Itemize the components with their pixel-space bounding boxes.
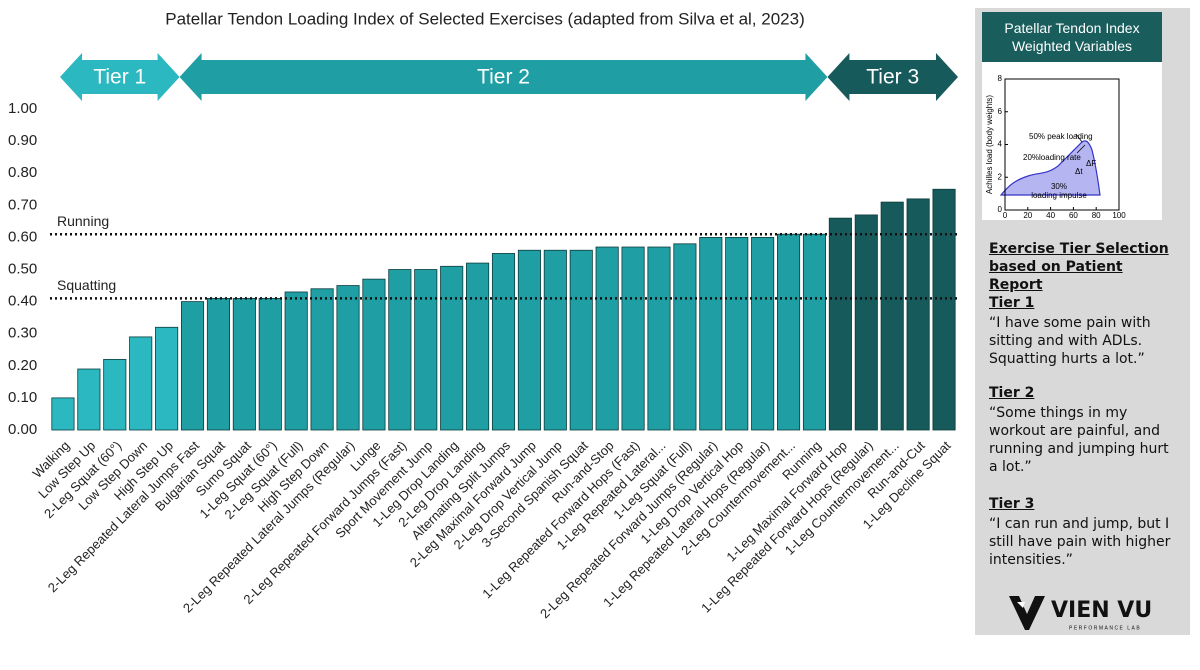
y-tick-label: 0.30 bbox=[8, 325, 37, 342]
inset-annotation: Δt bbox=[1075, 167, 1083, 176]
tier-label: Tier 3 bbox=[866, 66, 919, 89]
reference-label: Squatting bbox=[57, 277, 116, 293]
bar bbox=[517, 249, 541, 431]
bar bbox=[362, 278, 386, 431]
inset-x-tick-label: 0 bbox=[1003, 211, 1008, 220]
panel-title: Patellar Tendon Index Weighted Variables bbox=[982, 12, 1162, 62]
bar bbox=[751, 236, 775, 431]
logo-icon bbox=[1009, 596, 1045, 630]
bar bbox=[310, 288, 334, 431]
y-tick-label: 0.90 bbox=[8, 132, 37, 149]
bar bbox=[880, 201, 904, 431]
bar bbox=[284, 291, 308, 431]
bar bbox=[543, 249, 567, 431]
bar bbox=[129, 336, 153, 431]
tier-label: Tier 1 bbox=[93, 66, 146, 89]
tier-name: Tier 2 bbox=[989, 385, 1035, 401]
tier-arrow bbox=[60, 53, 180, 101]
y-tick-label: 0.60 bbox=[8, 228, 37, 245]
inset-x-tick-label: 60 bbox=[1069, 211, 1078, 220]
y-tick-label: 0.50 bbox=[8, 260, 37, 277]
logo: VIEN VU PERFORMANCE LAB bbox=[1009, 596, 1152, 631]
reference-label: Running bbox=[57, 213, 109, 229]
bar bbox=[206, 297, 230, 431]
inset-y-tick-label: 2 bbox=[998, 172, 1003, 181]
tier-name: Tier 3 bbox=[989, 496, 1035, 512]
inset-x-tick-label: 100 bbox=[1112, 211, 1126, 220]
tier-arrow bbox=[827, 53, 958, 101]
inset-y-tick-label: 8 bbox=[998, 74, 1003, 83]
bar bbox=[906, 198, 930, 431]
bar bbox=[802, 233, 827, 431]
tier-name: Tier 1 bbox=[989, 295, 1035, 311]
annotation-arrow bbox=[1075, 133, 1083, 143]
bar bbox=[51, 397, 75, 431]
bar bbox=[180, 301, 205, 431]
bar bbox=[621, 246, 645, 431]
logo-icon bbox=[1017, 602, 1025, 608]
tier-heading: Exercise Tier Selection based on Patient… bbox=[989, 241, 1169, 293]
bar bbox=[854, 214, 878, 431]
bar bbox=[777, 233, 801, 431]
inset-x-tick-label: 20 bbox=[1023, 211, 1032, 220]
sidebar: Patellar Tendon Index Weighted Variables… bbox=[975, 8, 1190, 635]
bar bbox=[932, 188, 956, 431]
inset-annotation: ΔF bbox=[1086, 159, 1096, 168]
y-tick-label: 0.40 bbox=[8, 293, 37, 310]
bar bbox=[258, 297, 282, 431]
bar bbox=[828, 217, 852, 431]
bar bbox=[595, 246, 619, 431]
tier-label: Tier 2 bbox=[477, 66, 530, 89]
y-tick-label: 0.10 bbox=[8, 389, 37, 406]
bar bbox=[440, 265, 464, 431]
bar bbox=[103, 358, 127, 431]
inset-y-label: Achilles load (body weights) bbox=[985, 95, 994, 194]
load-curve bbox=[999, 140, 1101, 196]
bar bbox=[647, 246, 671, 431]
bar bbox=[414, 269, 438, 431]
inset-y-tick-label: 6 bbox=[998, 107, 1003, 116]
y-tick-label: 1.00 bbox=[8, 100, 37, 117]
inset-annotation: loading impulse bbox=[1031, 191, 1087, 200]
bar bbox=[491, 253, 516, 431]
inset-x-tick-label: 80 bbox=[1092, 211, 1101, 220]
y-tick-label: 0.00 bbox=[8, 421, 37, 438]
bar bbox=[388, 269, 412, 431]
bar bbox=[673, 243, 697, 431]
tier-quote: “I have some pain with sitting and with … bbox=[989, 315, 1151, 367]
y-tick-label: 0.70 bbox=[8, 196, 37, 213]
inset-annotation: 30% bbox=[1051, 182, 1067, 191]
inset-y-tick-label: 4 bbox=[998, 140, 1003, 149]
bar bbox=[569, 249, 593, 431]
inset-chart: 02040608010002468exercise progress (%)Ac… bbox=[982, 62, 1162, 220]
inset-x-tick-label: 40 bbox=[1046, 211, 1055, 220]
chart-title: Patellar Tendon Loading Index of Selecte… bbox=[165, 9, 804, 28]
tier-arrow bbox=[179, 53, 828, 101]
bar bbox=[232, 297, 256, 431]
slope-line bbox=[1076, 144, 1086, 154]
bar bbox=[336, 285, 360, 431]
inset-annotation: 20%loading rate bbox=[1023, 153, 1081, 162]
bar bbox=[466, 262, 490, 431]
bar bbox=[699, 236, 723, 431]
tier-quote: “I can run and jump, but I still have pa… bbox=[989, 516, 1171, 568]
y-tick-label: 0.20 bbox=[8, 357, 37, 374]
chart: Patellar Tendon Loading Index of Selecte… bbox=[8, 9, 958, 621]
logo-tagline: PERFORMANCE LAB bbox=[1069, 625, 1141, 631]
inset-y-tick-label: 0 bbox=[998, 205, 1003, 214]
y-tick-label: 0.80 bbox=[8, 164, 37, 181]
tier-quote: “Some things in my workout are painful, … bbox=[989, 405, 1169, 475]
logo-name: VIEN VU bbox=[1051, 598, 1152, 623]
inset-annotation: 50% peak loading bbox=[1029, 132, 1093, 141]
bar bbox=[725, 236, 749, 431]
bar bbox=[77, 368, 101, 431]
bar bbox=[155, 326, 179, 431]
